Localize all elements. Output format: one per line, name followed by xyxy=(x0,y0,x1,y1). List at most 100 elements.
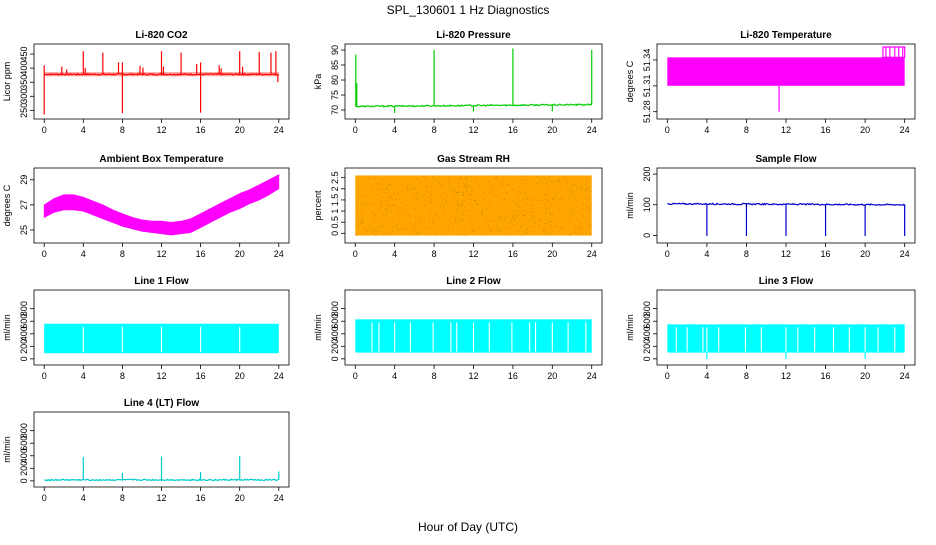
x-tick-label: 8 xyxy=(120,493,125,503)
x-tick-label: 4 xyxy=(704,249,709,259)
y-tick-label: 85 xyxy=(330,60,340,70)
x-tick-label: 0 xyxy=(353,249,358,259)
y-tick-label: 400 xyxy=(642,326,652,341)
x-tick-label: 16 xyxy=(821,249,831,259)
y-tick-label: 0 xyxy=(642,356,652,361)
panel-title: Gas Stream RH xyxy=(437,154,510,165)
x-tick-label: 4 xyxy=(81,249,86,259)
x-tick-label: 20 xyxy=(235,493,245,503)
y-tick-label: 0 xyxy=(330,231,340,236)
x-tick-label: 8 xyxy=(432,249,437,259)
x-tick-label: 24 xyxy=(900,249,910,259)
series xyxy=(667,202,906,237)
y-axis-label: percent xyxy=(313,190,323,221)
y-tick-label: 200 xyxy=(642,339,652,354)
panel-title: Sample Flow xyxy=(755,154,816,165)
panel-title: Ambient Box Temperature xyxy=(99,154,224,165)
y-tick-label: 200 xyxy=(642,167,652,182)
y-tick-label: 70 xyxy=(330,105,340,115)
panel-2: Li-820 Temperature degrees C 0 4 8 12 16 20 24 51… xyxy=(625,30,916,135)
x-tick-label: 16 xyxy=(196,125,206,135)
x-tick-label: 12 xyxy=(156,249,166,259)
x-tick-label: 0 xyxy=(665,125,670,135)
x-tick-label: 12 xyxy=(156,371,166,381)
y-axis-label: degrees C xyxy=(2,184,12,226)
x-tick-label: 20 xyxy=(860,125,870,135)
x-tick-label: 8 xyxy=(744,125,749,135)
y-tick-label: 800 xyxy=(19,301,29,316)
y-tick-label: 0 xyxy=(19,356,29,361)
panel-title: Li-820 CO2 xyxy=(135,30,188,41)
x-tick-label: 16 xyxy=(508,125,518,135)
figure-title: SPL_130601 1 Hz Diagnostics xyxy=(387,3,550,17)
x-tick-label: 20 xyxy=(547,249,557,259)
y-tick-label: 1 xyxy=(330,209,340,214)
x-tick-label: 8 xyxy=(432,125,437,135)
x-tick-label: 8 xyxy=(120,371,125,381)
x-tick-label: 16 xyxy=(508,371,518,381)
y-axis-label: degrees C xyxy=(625,60,635,102)
series xyxy=(44,323,279,354)
y-tick-label: 25 xyxy=(19,225,29,235)
x-tick-label: 12 xyxy=(156,125,166,135)
panel-title: Line 3 Flow xyxy=(759,276,814,287)
y-tick-label: 600 xyxy=(19,436,29,451)
x-tick-label: 0 xyxy=(42,493,47,503)
y-axis-label: Licor ppm xyxy=(2,62,12,102)
x-tick-label: 16 xyxy=(196,493,206,503)
rh-noise xyxy=(355,175,593,237)
y-tick-label: 200 xyxy=(330,339,340,354)
y-tick-label: 90 xyxy=(330,45,340,55)
y-axis-label: ml/min xyxy=(625,192,635,219)
x-tick-label: 20 xyxy=(860,249,870,259)
y-tick-label: 80 xyxy=(330,75,340,85)
y-tick-label: 2 xyxy=(330,186,340,191)
x-tick-label: 12 xyxy=(781,371,791,381)
y-tick-label: 250 xyxy=(19,103,29,118)
x-tick-label: 4 xyxy=(392,371,397,381)
panel-6: Line 1 Flow ml/min 0 4 8 12 16 20 24 0 20040060080… xyxy=(2,276,290,381)
x-tick-label: 12 xyxy=(468,125,478,135)
x-tick-label: 0 xyxy=(42,249,47,259)
x-tick-label: 24 xyxy=(274,371,284,381)
y-tick-label: 51.34 xyxy=(642,49,652,72)
x-tick-label: 4 xyxy=(392,125,397,135)
x-tick-label: 24 xyxy=(274,493,284,503)
y-tick-label: 350 xyxy=(19,75,29,90)
y-axis-label: kPa xyxy=(313,74,323,90)
x-tick-label: 20 xyxy=(235,125,245,135)
x-tick-label: 12 xyxy=(468,371,478,381)
series xyxy=(43,51,280,115)
y-tick-label: 600 xyxy=(330,314,340,329)
panel-4: Gas Stream RH percent 0 4 8 12 16 20 24 0 0.5 1 1.5 2… xyxy=(313,154,603,259)
panel-title: Li-820 Temperature xyxy=(740,30,832,41)
y-tick-label: 400 xyxy=(19,61,29,76)
series xyxy=(355,48,593,113)
x-tick-label: 20 xyxy=(860,371,870,381)
panel-9: Line 4 (LT) Flow ml/min 0 4 8 12 16 20 24 0 200400… xyxy=(2,398,290,503)
panel-1: Li-820 Pressure kPa 0 4 8 12 16 20 24 70 75 80 85 90 xyxy=(313,30,603,135)
y-tick-label: 600 xyxy=(642,314,652,329)
x-tick-label: 20 xyxy=(547,371,557,381)
y-axis-label: ml/min xyxy=(2,436,12,463)
x-tick-label: 24 xyxy=(587,371,597,381)
y-axis-label: ml/min xyxy=(2,314,12,341)
x-tick-label: 4 xyxy=(81,125,86,135)
panel-title: Li-820 Pressure xyxy=(436,30,511,41)
x-tick-label: 20 xyxy=(235,371,245,381)
x-tick-label: 24 xyxy=(274,125,284,135)
y-tick-label: 75 xyxy=(330,90,340,100)
y-tick-label: 100 xyxy=(642,197,652,212)
x-tick-label: 12 xyxy=(468,249,478,259)
x-tick-label: 0 xyxy=(665,249,670,259)
x-tick-label: 0 xyxy=(353,371,358,381)
y-tick-label: 51.28 xyxy=(642,100,652,123)
x-tick-label: 16 xyxy=(196,371,206,381)
y-tick-label: 400 xyxy=(330,326,340,341)
y-tick-label: 800 xyxy=(19,423,29,438)
y-tick-label: 0 xyxy=(642,233,652,238)
y-tick-label: 200 xyxy=(19,461,29,476)
x-tick-label: 16 xyxy=(821,125,831,135)
